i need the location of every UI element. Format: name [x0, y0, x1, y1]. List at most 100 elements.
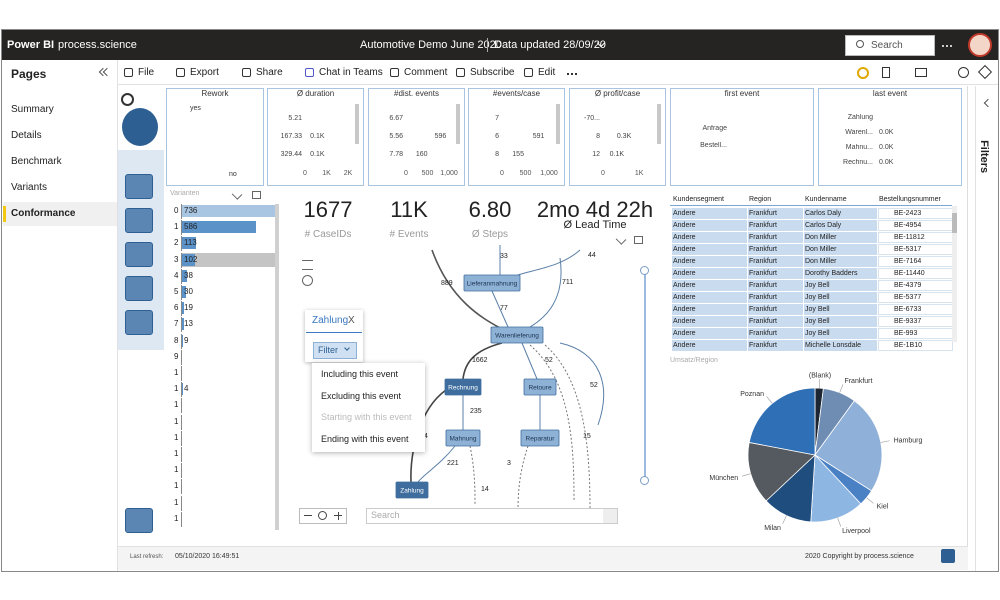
variant-id[interactable]: 1 [174, 481, 179, 491]
popup-underline [306, 332, 362, 333]
toolbar-button[interactable]: File [138, 67, 155, 78]
center-button[interactable] [318, 511, 327, 520]
table-cell-text: Andere [673, 221, 696, 229]
map-tool[interactable] [302, 260, 313, 270]
variant-id[interactable]: 1 [174, 497, 179, 507]
variant-id[interactable]: 1 [174, 432, 179, 442]
refresh-icon[interactable] [958, 67, 969, 78]
toolbar-button[interactable]: Chat in Teams [319, 67, 383, 78]
nav-button[interactable] [125, 276, 153, 301]
toolbar-button[interactable]: Edit [538, 67, 556, 78]
card-title: #events/case [492, 89, 541, 98]
table-cell [748, 244, 803, 255]
map-tool[interactable] [302, 275, 313, 286]
scrollbar [657, 104, 661, 144]
variant-id[interactable]: 0 [174, 206, 179, 215]
variant-id[interactable]: 3 [174, 254, 179, 264]
nav-button[interactable] [125, 310, 153, 335]
column-header[interactable]: Region [749, 196, 772, 203]
map-search[interactable] [366, 508, 618, 524]
zoom-out[interactable] [304, 515, 312, 516]
search-box[interactable] [845, 35, 935, 56]
bar-value: 0.3K [616, 133, 632, 140]
page-item[interactable]: Benchmark [11, 156, 62, 167]
variant-id[interactable]: 1 [174, 416, 179, 426]
chart-title: Umsatz/Region [670, 357, 718, 364]
table-scroll-thumb[interactable] [952, 213, 957, 233]
nav-button[interactable] [125, 508, 153, 533]
pie-label: München [709, 475, 738, 482]
page-item[interactable]: Summary [11, 104, 54, 115]
slider-handle[interactable] [640, 476, 649, 485]
edge [529, 257, 562, 328]
bar-label: 329.44 [280, 151, 302, 158]
leader-line [837, 517, 842, 527]
variant-id[interactable]: 1 [174, 449, 179, 458]
menu-item[interactable]: Excluding this event [321, 390, 402, 401]
table-cell-text: Frankfurt [749, 281, 778, 289]
focus-icon[interactable] [634, 236, 643, 244]
column-header[interactable]: Kundenname [805, 196, 847, 203]
variant-id[interactable]: 1 [174, 222, 179, 232]
filter-button[interactable] [313, 342, 357, 359]
bar-label: 8 [495, 151, 499, 158]
variant-id[interactable]: 4 [174, 270, 179, 280]
nav-button[interactable] [125, 242, 153, 267]
variant-id[interactable]: 2 [174, 238, 179, 248]
table-cell [804, 304, 877, 315]
page-item[interactable]: Conformance [11, 208, 76, 219]
variant-id[interactable]: 8 [174, 335, 179, 345]
variant-id[interactable]: 1 [174, 384, 179, 394]
table-cell [672, 208, 747, 219]
variant-id[interactable]: 1 [174, 513, 179, 523]
view-icon[interactable] [915, 68, 927, 77]
toolbar-button[interactable]: Comment [404, 67, 448, 78]
variant-id[interactable]: 1 [174, 465, 179, 475]
variant-id[interactable]: 7 [174, 319, 179, 329]
scrollbar [456, 104, 460, 144]
variant-id[interactable]: 5 [174, 287, 179, 296]
variant-id[interactable]: 6 [174, 303, 179, 313]
table-cell-text: BE-11812 [894, 233, 925, 241]
pie-label: (Blank) [809, 373, 831, 380]
variant-id[interactable]: 9 [174, 351, 179, 361]
card-title: Ø profit/case [594, 89, 641, 98]
active-marker [3, 206, 6, 222]
kpi-value: 11K [390, 197, 428, 222]
bar-label: 6 [495, 133, 499, 140]
bar-label: Rechnu... [843, 159, 873, 166]
column-header[interactable]: Kundensegment [673, 196, 724, 203]
avatar[interactable] [968, 33, 992, 57]
page-item[interactable]: Variants [11, 182, 47, 193]
page-item[interactable]: Details [11, 130, 42, 141]
table-cell [804, 232, 877, 243]
bar-label: 6.67 [389, 115, 403, 122]
menu-item[interactable]: Including this event [321, 369, 399, 379]
bookmark-icon[interactable] [882, 67, 890, 78]
toolbar-button[interactable]: Subscribe [470, 67, 515, 78]
menu-item[interactable]: Ending with this event [321, 433, 409, 444]
nav-button[interactable] [125, 174, 153, 199]
focus-icon[interactable] [252, 191, 261, 199]
bar-value: 591 [532, 133, 545, 140]
nav-button[interactable] [125, 208, 153, 233]
toolbar-button[interactable]: Export [190, 67, 219, 78]
reset-icon[interactable] [857, 67, 869, 79]
search-submit [603, 509, 617, 523]
variant-bar [182, 383, 183, 396]
x-tick-label: 1K [634, 170, 644, 177]
row-axis [181, 414, 182, 430]
card [569, 88, 666, 186]
variant-id[interactable]: 1 [174, 368, 179, 377]
column-header[interactable]: Bestellungsnummer [879, 196, 941, 203]
edge [491, 290, 509, 328]
back-button[interactable] [121, 93, 134, 106]
zoom-slider [644, 270, 646, 480]
table-cell [748, 340, 803, 351]
variant-id[interactable]: 1 [174, 400, 179, 410]
variant-bar [182, 269, 187, 282]
popup-close[interactable]: X [348, 315, 355, 326]
card-title: #dist. events [394, 89, 439, 98]
slider-handle[interactable] [640, 266, 649, 275]
toolbar-button[interactable]: Share [256, 67, 283, 78]
